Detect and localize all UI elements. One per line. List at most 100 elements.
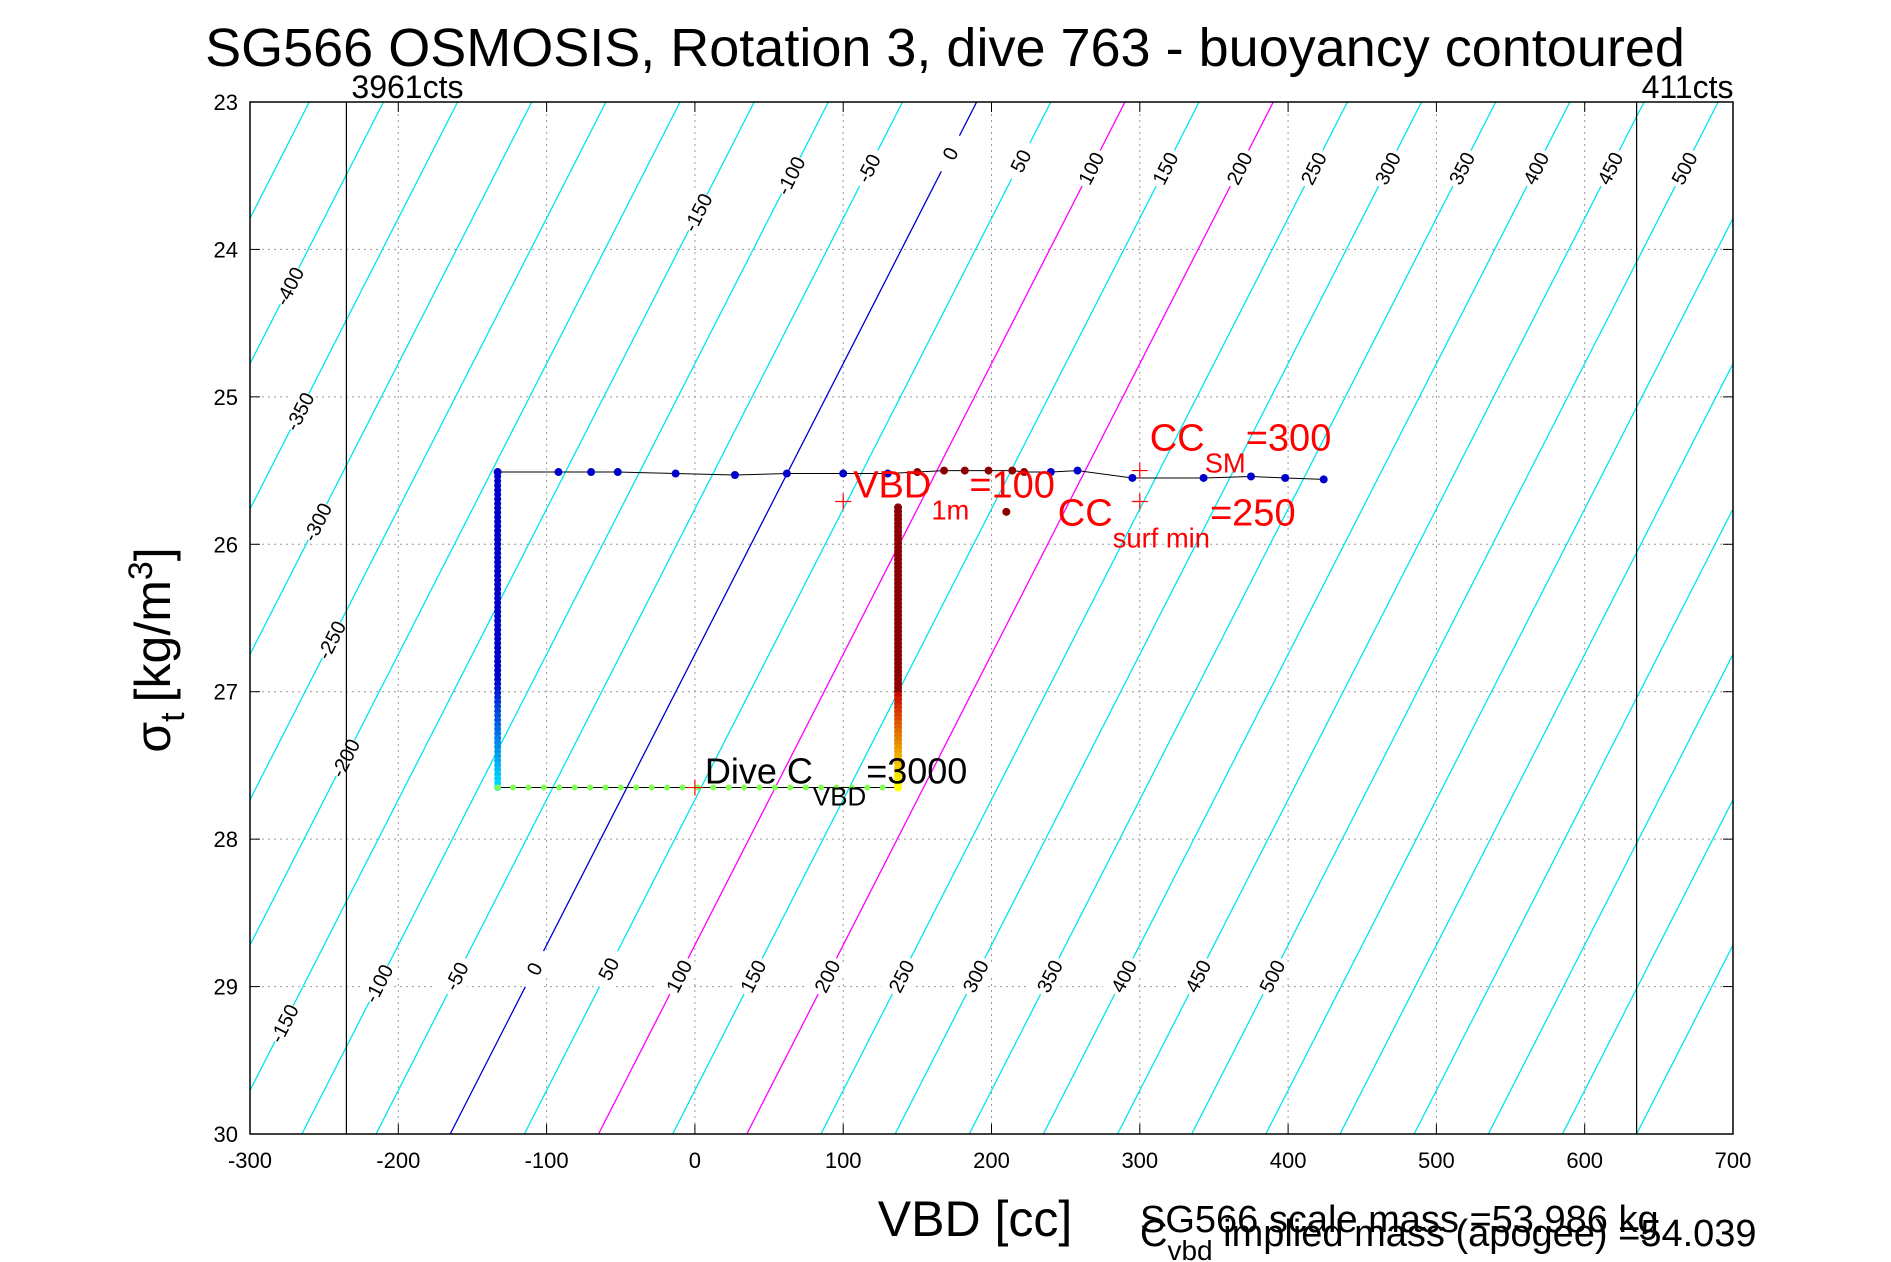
y-tick-label: 25 — [214, 385, 238, 410]
bottom-point — [556, 784, 563, 791]
contour-label-bg — [1662, 144, 1706, 193]
vbd-limit-label: 3961cts — [351, 69, 463, 105]
surface-point — [883, 469, 892, 478]
marker-label-tail: =100 — [969, 465, 1055, 507]
marker-cross — [835, 493, 852, 510]
marker-label-tail: =300 — [1246, 418, 1332, 460]
x-tick-label: 200 — [973, 1148, 1010, 1173]
bottom-point — [617, 784, 624, 791]
bottom-point — [664, 784, 671, 791]
y-tick-label: 27 — [214, 680, 238, 705]
footer-implied-mass: Cvbd implied mass (apogee) =54.039 — [1140, 1213, 1757, 1262]
y-tick-label: 28 — [214, 827, 238, 852]
contour-label-bg — [1514, 144, 1558, 193]
surface-point — [984, 466, 993, 475]
contour-label-bg — [587, 944, 631, 994]
contour-label-bg — [847, 144, 891, 193]
contour-label-bg — [309, 615, 353, 665]
bottom-point — [833, 784, 840, 791]
footer-scale-mass: SG566 scale mass =53.986 kg — [1140, 1199, 1659, 1241]
marker-label-sub: VBD — [813, 784, 866, 812]
x-tick-label: -100 — [525, 1148, 569, 1173]
bottom-point — [679, 784, 686, 791]
bottom-point — [725, 784, 732, 791]
y-axis-label-sub: t — [154, 712, 192, 722]
y-tick-label: 29 — [214, 975, 238, 1000]
marker-label-main: Dive C — [705, 751, 813, 792]
surface-point — [1128, 473, 1137, 482]
contour-label-bg — [1176, 952, 1220, 1001]
contour-line — [1487, 652, 1733, 1134]
x-tick-label: 500 — [1418, 1148, 1455, 1173]
marker-label-main: CC — [1150, 418, 1205, 460]
contour-label-bg — [1217, 144, 1261, 193]
contour-label-bg — [1366, 144, 1410, 193]
marker-label-main: CC — [1058, 493, 1113, 535]
bottom-point — [741, 784, 748, 791]
contour-label-bg — [731, 952, 775, 1001]
surface-point — [1020, 468, 1029, 477]
x-tick-label: 0 — [689, 1148, 701, 1173]
surface-point — [1281, 473, 1290, 482]
surface-point — [613, 468, 622, 477]
contour-label-bg — [805, 952, 849, 1001]
bottom-point — [848, 784, 855, 791]
marker-label-sub: SM — [1205, 448, 1246, 479]
surface-point — [913, 468, 922, 477]
contour-label-bg — [879, 952, 923, 1001]
bottom-point — [602, 784, 609, 791]
surface-point — [782, 469, 791, 478]
contour-line — [1636, 943, 1733, 1134]
contour-line — [250, 102, 681, 947]
marker-label: CCsurf min=250 — [1058, 493, 1296, 554]
bottom-point — [756, 784, 763, 791]
footer-implied-main: C — [1140, 1213, 1167, 1255]
surface-point — [671, 469, 680, 478]
axis-ticks: -300 -200 -100 0 100 200 300 400 500 600 700 23 24 25… — [214, 90, 1752, 1173]
contour-line — [301, 102, 829, 1134]
surface-point — [587, 468, 596, 477]
marker-label-tail: =250 — [1210, 493, 1296, 535]
contour-label-bg — [1102, 952, 1146, 1001]
bottom-point — [710, 784, 717, 791]
bottom-point — [771, 784, 778, 791]
x-axis-label: VBD [cc] — [878, 1191, 1072, 1247]
x-tick-label: 100 — [825, 1148, 862, 1173]
contour-label-bg — [769, 151, 813, 200]
marker-label-sub: 1m — [931, 495, 969, 526]
svg-text:σt[kg/m3]: σt [kg/m3] — [122, 547, 192, 752]
footer-implied-rest: implied mass (apogee) =54.039 — [1213, 1213, 1757, 1255]
contour-label-bg — [1143, 144, 1187, 193]
contour-line — [250, 102, 533, 656]
contour-label-bg — [323, 733, 367, 783]
contour-line — [250, 102, 385, 366]
contour-label-bg — [1028, 952, 1072, 1001]
surface-point — [1199, 473, 1208, 482]
surface-point — [554, 468, 563, 477]
contour-label-bg — [999, 136, 1043, 186]
grid-layer — [249, 101, 1734, 1135]
y-tick-label: 24 — [214, 237, 238, 262]
contour-label-bg — [928, 129, 972, 178]
x-tick-label: 300 — [1121, 1148, 1158, 1173]
bottom-point — [633, 784, 640, 791]
y-tick-label: 23 — [214, 90, 238, 115]
surface-point — [839, 469, 848, 478]
x-tick-label: 400 — [1270, 1148, 1307, 1173]
contour-line — [1265, 216, 1733, 1134]
y-axis-label-unit: [kg/m — [125, 580, 181, 702]
marker-label: Dive CVBD=3000 — [705, 751, 967, 812]
bottom-point — [802, 784, 809, 791]
surface-point — [940, 466, 949, 475]
contour-label-bg — [1250, 952, 1294, 1001]
bottom-point — [648, 784, 655, 791]
surface-point — [1247, 472, 1256, 481]
bottom-point — [818, 784, 825, 791]
surface-point — [1002, 507, 1011, 516]
contour-label-bg — [262, 999, 306, 1048]
contour-line — [1339, 362, 1733, 1134]
surface-point — [1319, 475, 1328, 484]
contour-label-bg — [357, 959, 401, 1008]
surface-point — [493, 468, 502, 477]
